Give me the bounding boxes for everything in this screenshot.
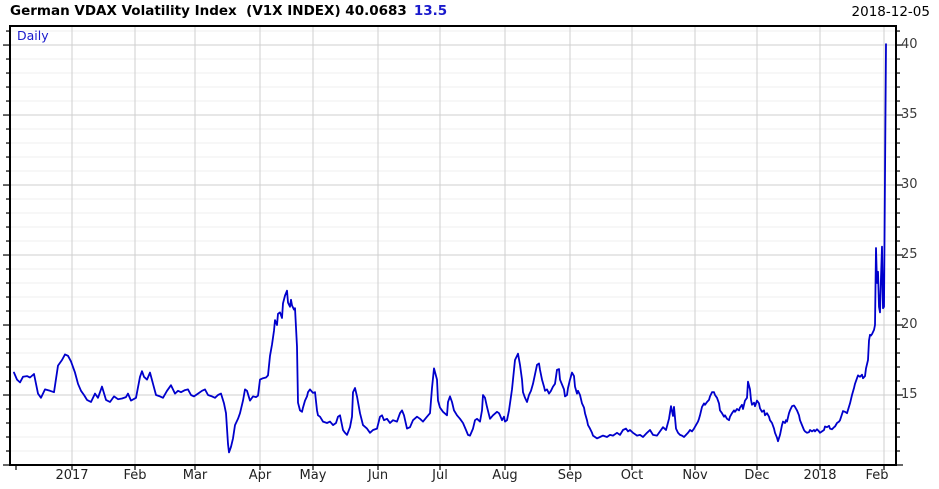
x-axis-label: Feb (865, 468, 889, 483)
x-axis-label: Jul (432, 468, 448, 483)
y-axis-label: 30 (901, 177, 918, 193)
chart-title: German VDAX Volatility Index (V1X INDEX)… (10, 3, 407, 19)
chart-date: 2018-12-05 (851, 4, 930, 20)
y-axis-label: 40 (901, 37, 918, 53)
y-axis-label: 25 (901, 247, 918, 263)
y-axis-label: 20 (901, 317, 918, 332)
x-axis-label: Oct (620, 468, 644, 483)
x-axis-label: Feb (123, 468, 147, 483)
x-axis-label: 2018 (803, 468, 837, 483)
plot-border (9, 25, 897, 466)
period-label: Daily (17, 28, 49, 43)
price-line (13, 43, 887, 454)
x-axis-label: Sep (557, 468, 583, 483)
x-axis-label: Mar (182, 468, 208, 483)
x-axis-label: Nov (682, 468, 708, 483)
chart-title-bar: German VDAX Volatility Index (V1X INDEX)… (10, 3, 447, 19)
chart-change-value: 13.5 (413, 3, 448, 19)
x-axis-label: Apr (248, 468, 272, 483)
y-axis-label: 35 (901, 107, 918, 123)
x-axis-label: Dec (744, 468, 770, 483)
x-axis-label: 2017 (55, 468, 89, 483)
x-axis-label: Jun (367, 468, 389, 483)
y-axis-label: 15 (901, 387, 918, 402)
x-axis-label: Aug (492, 468, 518, 483)
x-axis-label: May (299, 468, 327, 483)
